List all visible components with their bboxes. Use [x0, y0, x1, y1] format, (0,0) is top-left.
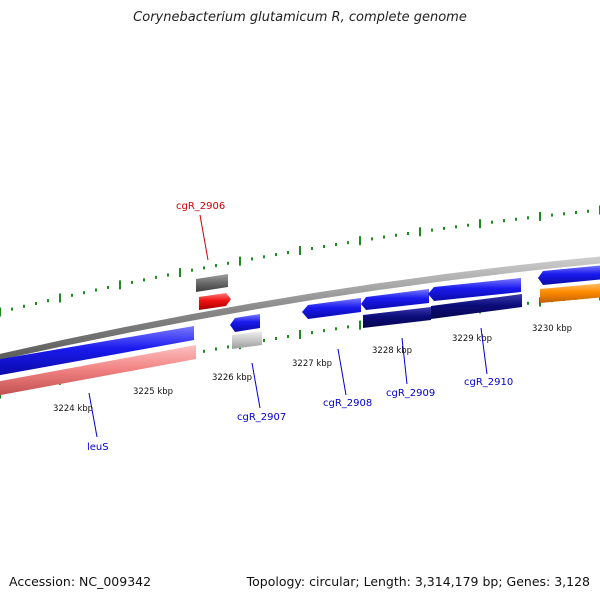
callout-line-cgR_2907 — [251, 362, 261, 409]
gene-leuS-blue[interactable] — [0, 326, 194, 376]
gene-cgR_2910-blue[interactable] — [428, 278, 521, 301]
scale-label-3226: 3226 kbp — [212, 373, 252, 383]
gene-label-cgR_2909[interactable]: cgR_2909 — [386, 388, 435, 399]
callout-line-leuS — [88, 392, 98, 438]
scale-label-3224: 3224 kbp — [53, 404, 93, 414]
gene-cgR_2906-red[interactable] — [199, 293, 231, 310]
gene-cgR_2909-blue[interactable] — [361, 289, 429, 310]
gene-label-leuS[interactable]: leuS — [87, 442, 109, 453]
gene-label-cgR_2907[interactable]: cgR_2907 — [237, 412, 286, 423]
scale-label-3229: 3229 kbp — [452, 334, 492, 344]
callout-line-cgR_2910 — [480, 327, 488, 375]
genome-backbone — [0, 256, 600, 360]
outer-ticks — [0, 205, 600, 317]
gene-cgR_2907-blue[interactable] — [230, 314, 260, 332]
callout-line-cgR_2909 — [401, 337, 408, 385]
gene-cgR_2910-navy[interactable] — [431, 294, 522, 319]
gene-next-orange[interactable] — [540, 283, 600, 303]
gene-label-cgR_2906[interactable]: cgR_2906 — [176, 201, 225, 212]
gene-next-blue[interactable] — [538, 265, 600, 285]
scale-label-3230: 3230 kbp — [532, 324, 572, 334]
gene-cgR_2908-blue[interactable] — [302, 298, 361, 319]
callout-line-cgR_2908 — [337, 348, 347, 396]
gene-cgR_2906-grey[interactable] — [196, 274, 228, 292]
accession-text: Accession: NC_009342 — [9, 574, 152, 589]
gene-label-cgR_2908[interactable]: cgR_2908 — [323, 398, 372, 409]
gene-leuS-pink[interactable] — [0, 345, 196, 396]
genome-info-text: Topology: circular; Length: 3,314,179 bp… — [246, 574, 590, 589]
scale-label-3228: 3228 kbp — [372, 346, 412, 356]
scale-label-3227: 3227 kbp — [292, 359, 332, 369]
map-title: Corynebacterium glutamicum R, complete g… — [133, 10, 467, 25]
gene-cgR_2907-lightgrey[interactable] — [232, 331, 262, 349]
gene-cgR_2909-navy[interactable] — [363, 307, 431, 328]
scale-label-3225: 3225 kbp — [133, 387, 173, 397]
gene-label-cgR_2910[interactable]: cgR_2910 — [464, 377, 513, 388]
callout-line-cgR_2906 — [199, 214, 209, 261]
